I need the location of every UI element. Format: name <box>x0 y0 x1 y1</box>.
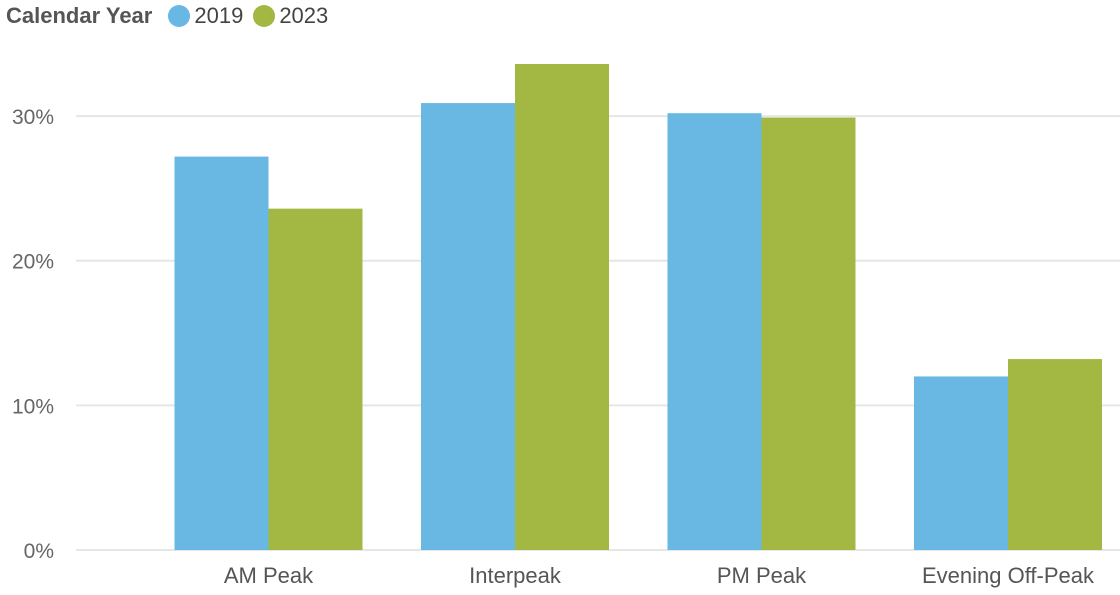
bar-2019-pm-peak[interactable] <box>667 113 762 550</box>
bar-2023-evening-off-peak[interactable] <box>1008 359 1102 550</box>
bar-2019-am-peak[interactable] <box>174 156 269 550</box>
x-tick-label-0: AM Peak <box>224 563 314 588</box>
x-tick-label-3: Evening Off-Peak <box>922 563 1095 588</box>
chart-legend: Calendar Year 2019 2023 <box>6 0 332 32</box>
bar-2023-pm-peak[interactable] <box>761 117 856 551</box>
bar-2023-am-peak[interactable] <box>268 208 363 550</box>
legend-label-2023: 2023 <box>279 3 329 28</box>
y-tick-label-3: 30% <box>12 106 54 129</box>
legend-label-2019: 2019 <box>194 3 244 28</box>
x-tick-label-1: Interpeak <box>469 563 562 588</box>
legend-item-2019[interactable]: 2019 <box>168 3 243 29</box>
legend-title: Calendar Year <box>6 3 153 28</box>
bar-2019-interpeak[interactable] <box>421 103 515 550</box>
legend-swatch-2019 <box>168 5 191 27</box>
y-tick-label-1: 10% <box>12 395 54 418</box>
legend-item-2023[interactable]: 2023 <box>253 3 328 29</box>
bar-2023-interpeak[interactable] <box>515 64 609 550</box>
y-tick-label-2: 20% <box>12 251 54 274</box>
x-tick-label-2: PM Peak <box>717 563 807 588</box>
bar-2019-evening-off-peak[interactable] <box>914 376 1008 550</box>
legend-swatch-2023 <box>253 5 276 27</box>
y-tick-label-0: 0% <box>24 540 54 563</box>
